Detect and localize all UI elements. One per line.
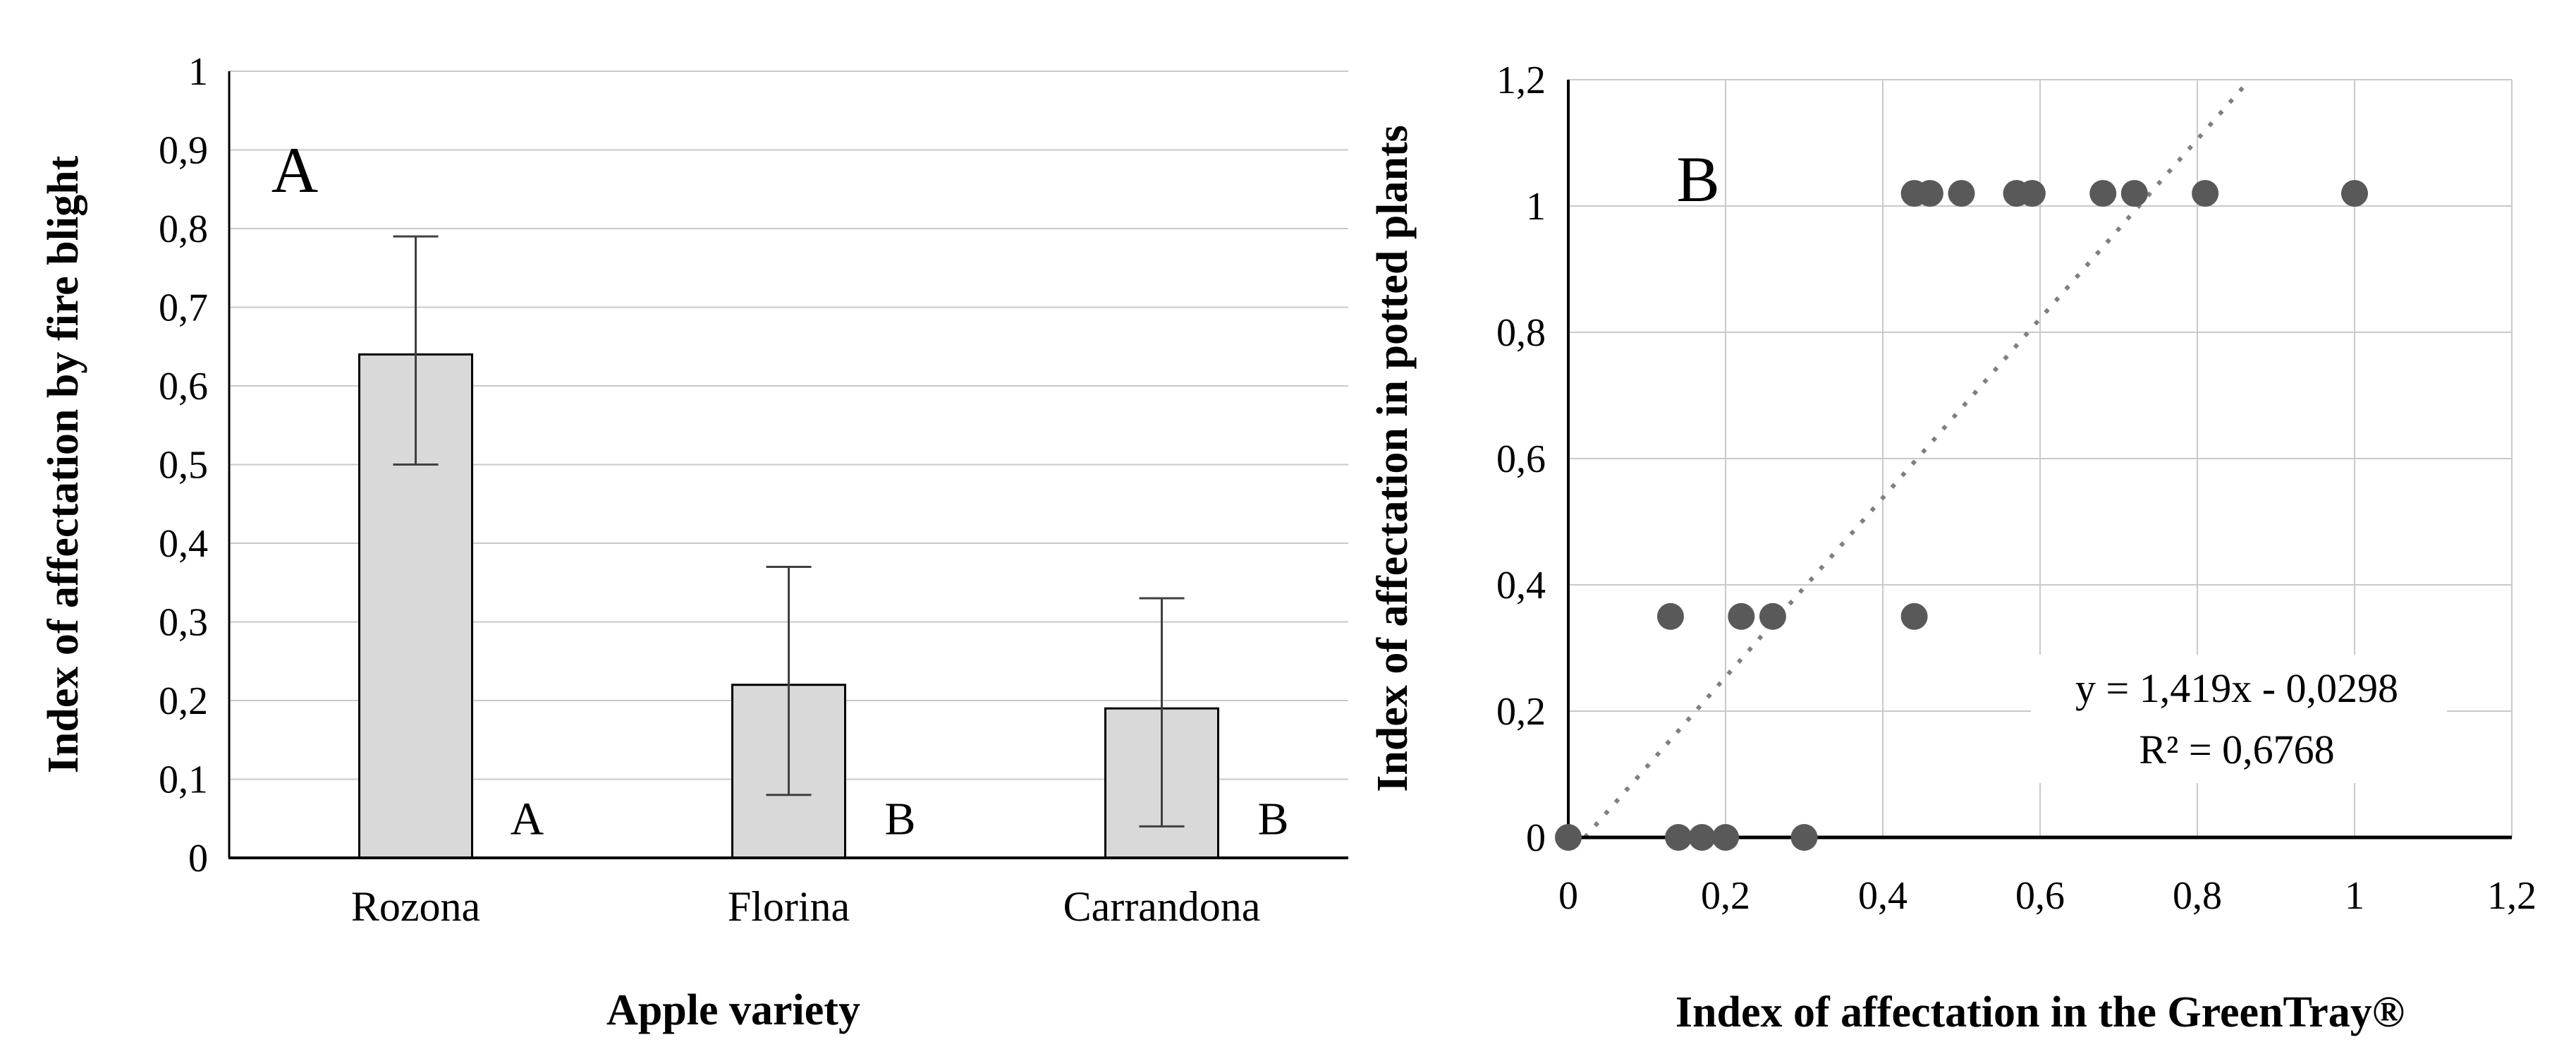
scatter-point [1656, 602, 1684, 630]
b-ytick-label: 0,2 [1496, 690, 1546, 734]
b-xtick-label: 1,2 [2487, 874, 2537, 918]
scatter-point [2018, 180, 2046, 207]
scatter-point [2089, 180, 2117, 207]
r-squared-label: R² = 0,6768 [2139, 727, 2334, 773]
scatter-point [2120, 180, 2148, 207]
trendline-equation-label: y = 1,419x - 0,0298 [2075, 665, 2398, 711]
scatter-point [1900, 602, 1928, 630]
b-ytick-label: 1,2 [1496, 59, 1546, 102]
scatter-point [2341, 180, 2368, 207]
a-category-label: Carrandona [1063, 883, 1261, 930]
significance-letter: B [1257, 793, 1288, 844]
a-ytick-label: 0,8 [159, 207, 208, 251]
trendline [1583, 78, 2252, 839]
b-xtick-label: 0 [1558, 874, 1578, 918]
a-ytick-label: 0 [188, 837, 208, 880]
b-ytick-label: 0,4 [1496, 564, 1546, 607]
b-ytick-label: 0,6 [1496, 437, 1546, 481]
panel-label-b: B [1676, 143, 1719, 215]
a-ytick-label: 0,2 [159, 679, 208, 723]
a-ytick-label: 0,5 [159, 444, 208, 487]
a-x-axis-title: Apple variety [606, 986, 860, 1034]
a-ytick-label: 0,7 [159, 286, 208, 330]
scatter-point [1728, 602, 1755, 630]
scatter-point [2192, 180, 2219, 207]
b-xtick-label: 0,8 [2173, 874, 2222, 918]
a-category-label: Rozona [351, 883, 480, 930]
significance-letter: B [884, 793, 915, 844]
a-ytick-label: 0,9 [159, 129, 208, 173]
b-ytick-label: 1 [1526, 185, 1546, 229]
panel-label-a: A [271, 134, 318, 206]
a-ytick-label: 0,1 [159, 758, 208, 802]
scatter-point [1759, 602, 1786, 630]
equation-backing [2031, 655, 2447, 783]
scatter-point [1916, 180, 1943, 207]
scatter-point [1665, 824, 1692, 851]
b-ytick-label: 0 [1526, 816, 1546, 860]
a-ytick-label: 0,6 [159, 365, 208, 408]
a-ytick-label: 0,4 [159, 522, 208, 566]
b-x-axis-title: Index of affectation in the GreenTray® [1675, 988, 2405, 1036]
b-xtick-label: 0,6 [2015, 874, 2065, 918]
a-ytick-label: 0,3 [159, 601, 208, 645]
scatter-point [1712, 824, 1739, 851]
a-category-label: Florina [728, 883, 850, 930]
b-ytick-label: 0,8 [1496, 311, 1546, 355]
significance-letter: A [511, 793, 544, 844]
scatter-point [1790, 824, 1818, 851]
b-xtick-label: 1 [2345, 874, 2364, 918]
b-y-axis-title: Index of affectation in potted plants [1369, 125, 1417, 792]
scatter-point [1688, 824, 1716, 851]
a-y-axis-title: Index of affectation by fire blight [39, 155, 87, 773]
b-xtick-label: 0,2 [1701, 874, 1750, 918]
scatter-point [1948, 180, 1975, 207]
b-xtick-label: 0,4 [1858, 874, 1907, 918]
a-ytick-label: 1 [188, 50, 208, 94]
scatter-point [1555, 824, 1582, 851]
